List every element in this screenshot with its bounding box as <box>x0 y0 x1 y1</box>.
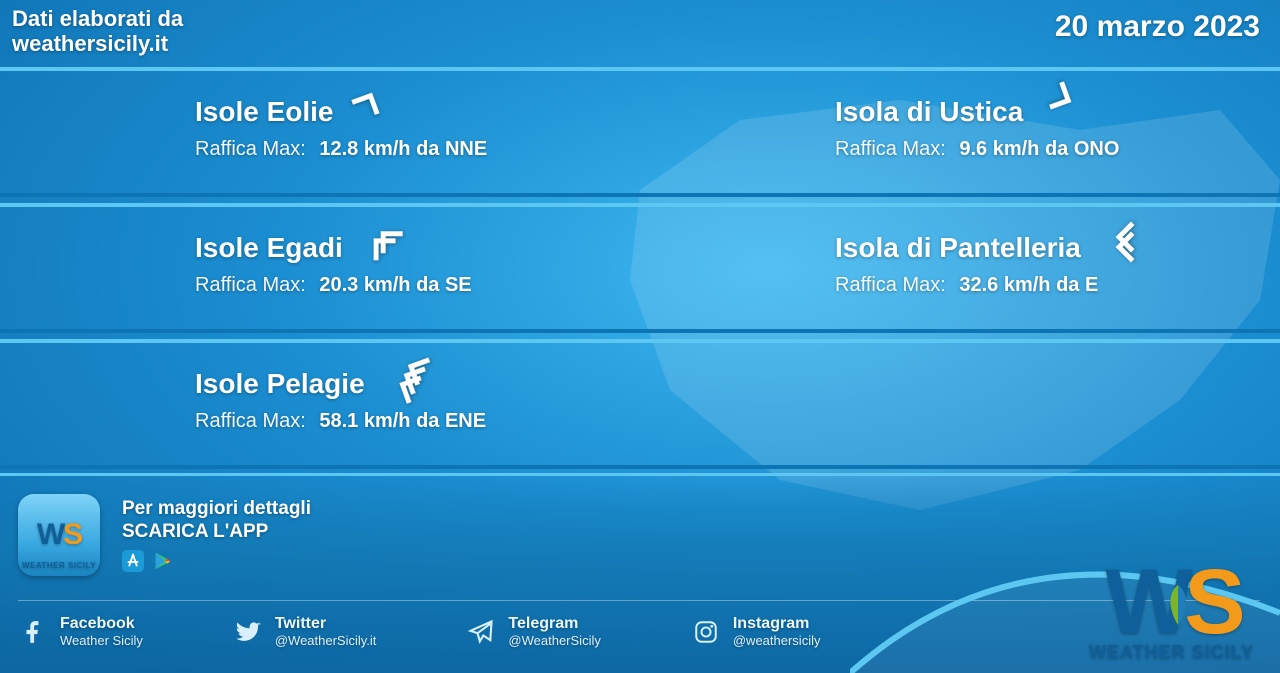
appstore-icon[interactable] <box>122 550 144 572</box>
island-card: Isole Pelagie Raffica Max: 58.1 km/h da … <box>0 339 640 469</box>
source-line2: weathersicily.it <box>12 31 183 56</box>
island-name: Isole Eolie <box>195 96 334 128</box>
details-line1: Per maggiori dettagli <box>122 498 311 521</box>
island-card: Isole Egadi Raffica Max: 20.3 km/h da SE <box>0 203 640 333</box>
header-date: 20 marzo 2023 <box>1055 10 1260 44</box>
island-card: Isola di Pantelleria Raffica Max: 32.6 k… <box>640 203 1280 333</box>
wind-direction-icon <box>383 357 443 391</box>
gust-label: Raffica Max: <box>195 138 306 160</box>
social-telegram[interactable]: Telegram @WeatherSicily <box>466 615 600 648</box>
gust-value: 20.3 km/h da SE <box>319 274 471 296</box>
gust-value: 9.6 km/h da ONO <box>959 138 1119 160</box>
island-card: Isole Eolie Raffica Max: 12.8 km/h da NN… <box>0 67 640 197</box>
island-name: Isola di Ustica <box>835 96 1023 128</box>
gust-label: Raffica Max: <box>835 138 946 160</box>
twitter-icon <box>233 617 263 647</box>
details-line2: SCARICA L'APP <box>122 521 311 544</box>
social-name: Twitter <box>275 615 377 633</box>
header: Dati elaborati da weathersicily.it 20 ma… <box>0 0 1280 57</box>
social-handle: Weather Sicily <box>60 633 143 648</box>
social-name: Telegram <box>508 615 600 633</box>
gust-label: Raffica Max: <box>195 274 306 296</box>
footer: WS WEATHER SICILY Per maggiori dettagli … <box>0 473 1280 673</box>
island-name: Isole Egadi <box>195 232 343 264</box>
playstore-icon[interactable] <box>152 550 174 572</box>
island-name: Isole Pelagie <box>195 368 365 400</box>
island-name: Isola di Pantelleria <box>835 232 1081 264</box>
gust-value: 32.6 km/h da E <box>959 274 1098 296</box>
social-twitter[interactable]: Twitter @WeatherSicily.it <box>233 615 377 648</box>
wind-direction-icon <box>352 85 392 119</box>
brand-logo: WS WEATHER SICILY <box>1089 566 1254 663</box>
gust-value: 58.1 km/h da ENE <box>319 410 486 432</box>
gust-label: Raffica Max: <box>195 410 306 432</box>
social-handle: @WeatherSicily.it <box>275 633 377 648</box>
telegram-icon <box>466 617 496 647</box>
brand-caption: WEATHER SICILY <box>1089 642 1254 663</box>
social-name: Instagram <box>733 615 821 633</box>
source-line1: Dati elaborati da <box>12 6 183 31</box>
facebook-icon <box>18 617 48 647</box>
gust-label: Raffica Max: <box>835 274 946 296</box>
social-facebook[interactable]: Facebook Weather Sicily <box>18 615 143 648</box>
social-handle: @WeatherSicily <box>508 633 600 648</box>
wind-direction-icon <box>1042 85 1082 119</box>
island-card: Isola di Ustica Raffica Max: 9.6 km/h da… <box>640 67 1280 197</box>
app-icon[interactable]: WS WEATHER SICILY <box>18 494 100 576</box>
islands-grid: Isole Eolie Raffica Max: 12.8 km/h da NN… <box>0 67 1280 469</box>
social-name: Facebook <box>60 615 143 633</box>
island-card-empty <box>640 339 1280 469</box>
instagram-icon <box>691 617 721 647</box>
gust-value: 12.8 km/h da NNE <box>319 138 487 160</box>
social-handle: @weathersicily <box>733 633 821 648</box>
social-instagram[interactable]: Instagram @weathersicily <box>691 615 821 648</box>
wind-direction-icon <box>361 221 411 255</box>
leaf-icon <box>1161 583 1195 627</box>
wind-direction-icon <box>1099 221 1149 255</box>
